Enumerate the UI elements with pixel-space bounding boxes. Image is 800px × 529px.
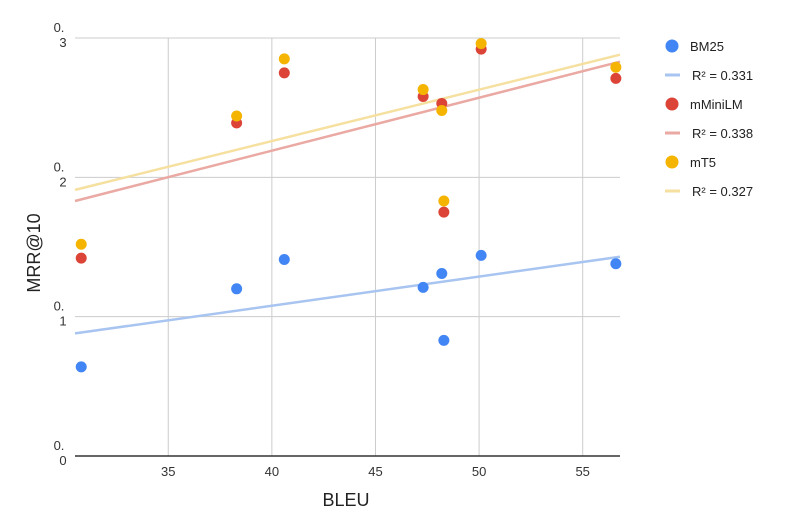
data-point-mminilm <box>75 252 87 264</box>
y-tick-label: 0 <box>59 453 66 468</box>
x-tick-label: 35 <box>161 464 175 479</box>
data-point-bm25 <box>231 283 243 295</box>
data-point-bm25 <box>278 254 290 266</box>
data-point-bm25 <box>417 281 429 293</box>
data-point-mt5 <box>438 195 450 207</box>
legend-r2-mminilm: R² = 0.338 <box>692 126 753 141</box>
y-tick-label: 0. <box>54 438 65 453</box>
legend-label-mminilm: mMiniLM <box>690 97 743 112</box>
tick-label-layer: 35 40 45 50 550.00.10.20.3 <box>54 20 590 479</box>
y-tick-label: 3 <box>59 35 66 50</box>
y-axis-title: MRR@10 <box>24 213 44 292</box>
y-tick-label: 0. <box>54 20 65 35</box>
data-point-bm25 <box>438 334 450 346</box>
data-point-mt5 <box>417 84 429 96</box>
legend-label-mt5: mT5 <box>690 155 716 170</box>
y-tick-label: 0. <box>54 159 65 174</box>
legend-r2-bm25: R² = 0.331 <box>692 68 753 83</box>
x-tick-label: 50 <box>472 464 486 479</box>
legend: BM25 R² = 0.331 mMiniLM R² = 0.338 mT5 R² = 0… <box>665 39 753 199</box>
data-point-bm25 <box>475 249 487 261</box>
data-point-mt5 <box>610 61 622 73</box>
data-point-mt5 <box>231 110 243 122</box>
data-point-mt5 <box>75 238 87 250</box>
data-point-bm25 <box>75 361 87 373</box>
data-point-mt5 <box>475 38 487 50</box>
trendline-mt5 <box>74 53 621 192</box>
trendline-bm25 <box>74 255 621 335</box>
data-point-mminilm <box>610 72 622 84</box>
trendline-mminilm <box>74 60 621 203</box>
legend-marker-mminilm <box>665 97 679 111</box>
x-tick-label: 40 <box>265 464 279 479</box>
data-point-mt5 <box>278 53 290 65</box>
y-tick-label: 2 <box>59 174 66 189</box>
y-tick-label: 1 <box>59 314 66 329</box>
data-point-bm25 <box>610 258 622 270</box>
grid-layer <box>75 37 620 457</box>
x-axis-title: BLEU <box>322 490 369 510</box>
data-point-mt5 <box>436 104 448 116</box>
data-point-mminilm <box>278 67 290 79</box>
point-layer <box>75 38 622 373</box>
y-tick-label: 0. <box>54 299 65 314</box>
x-tick-label: 45 <box>368 464 382 479</box>
data-point-bm25 <box>436 267 448 279</box>
legend-r2-mt5: R² = 0.327 <box>692 184 753 199</box>
data-point-mminilm <box>438 206 450 218</box>
legend-marker-mt5 <box>665 155 679 169</box>
trendline-layer <box>74 53 621 335</box>
legend-label-bm25: BM25 <box>690 39 724 54</box>
x-tick-label: 55 <box>575 464 589 479</box>
legend-marker-bm25 <box>665 39 679 53</box>
